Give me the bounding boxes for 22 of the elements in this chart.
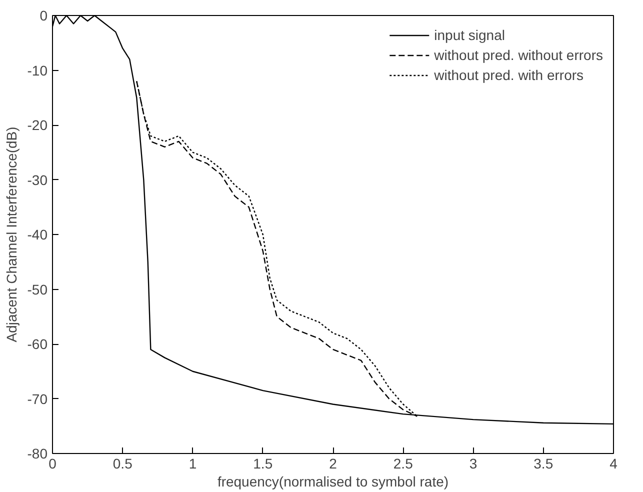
legend-label: input signal <box>434 27 505 43</box>
x-tick-label: 3.5 <box>534 456 554 472</box>
x-tick-label: 4 <box>610 456 618 472</box>
y-tick-label: -80 <box>27 446 48 462</box>
legend-label: without pred. without errors <box>434 47 603 63</box>
legend-label: without pred. with errors <box>434 67 584 83</box>
x-tick-label: 3 <box>469 456 478 472</box>
y-tick-label: -40 <box>27 226 48 242</box>
y-tick-label: -30 <box>27 172 48 188</box>
y-tick-label: -60 <box>27 336 48 352</box>
y-tick-label: -70 <box>27 390 48 407</box>
x-tick-label: 0.5 <box>112 456 133 472</box>
y-axis-title: Adjacent Channel Interference(dB) <box>3 126 20 342</box>
x-tick-label: 1 <box>188 456 197 472</box>
y-tick-label: -20 <box>27 117 48 133</box>
x-tick-label: 1.5 <box>253 456 273 472</box>
x-tick-label: 2.5 <box>393 456 414 472</box>
y-tick-label: 0 <box>40 8 48 24</box>
y-tick-label: -50 <box>27 281 48 298</box>
y-tick-label: -10 <box>27 62 48 78</box>
x-axis-title: frequency(normalised to symbol rate) <box>217 474 449 490</box>
x-tick-label: 2 <box>329 456 338 472</box>
